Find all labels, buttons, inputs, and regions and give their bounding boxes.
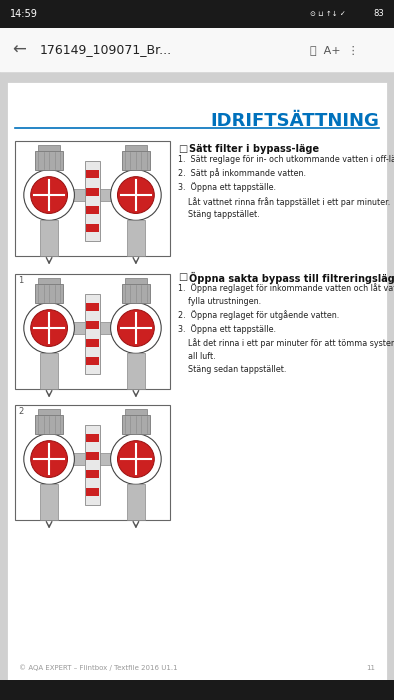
Text: Sätt filter i bypass-läge: Sätt filter i bypass-läge: [189, 144, 319, 154]
Bar: [125, 278, 147, 284]
Circle shape: [24, 170, 74, 220]
Bar: [127, 484, 145, 520]
Text: 1.  Öppna reglaget för inkommande vatten och låt vattnet
    fylla utrustningen.: 1. Öppna reglaget för inkommande vatten …: [178, 283, 394, 374]
Bar: [127, 354, 145, 389]
Text: □: □: [178, 144, 187, 154]
Bar: [86, 206, 99, 214]
Text: 2: 2: [18, 407, 23, 416]
Bar: [49, 322, 136, 335]
Bar: [86, 321, 99, 329]
Bar: [85, 424, 100, 505]
Text: © AQA EXPERT – Flintbox / Textfile 2016 U1.1: © AQA EXPERT – Flintbox / Textfile 2016 …: [19, 665, 178, 671]
Circle shape: [117, 176, 154, 214]
Bar: [35, 284, 63, 302]
Bar: [85, 293, 100, 374]
Circle shape: [111, 434, 161, 484]
Text: □: □: [178, 272, 187, 282]
Circle shape: [31, 441, 67, 477]
Bar: [15, 405, 170, 520]
Bar: [86, 357, 99, 365]
Bar: [40, 220, 58, 256]
Circle shape: [117, 309, 154, 346]
Bar: [7, 82, 387, 680]
Text: ⊙ ⊔ ↑↓ ✓: ⊙ ⊔ ↑↓ ✓: [310, 11, 346, 17]
Bar: [0, 72, 394, 700]
Bar: [0, 28, 394, 72]
Bar: [125, 145, 147, 151]
Bar: [0, 0, 394, 28]
Bar: [127, 220, 145, 256]
Text: 1.  Sätt reglage för in- och utkommande vatten i off-läge.
2.  Sätt på inkommand: 1. Sätt reglage för in- och utkommande v…: [178, 155, 394, 220]
Bar: [86, 452, 99, 461]
Bar: [38, 145, 60, 151]
Bar: [86, 435, 99, 442]
Bar: [38, 278, 60, 284]
Text: 1: 1: [18, 276, 23, 285]
Bar: [122, 151, 150, 170]
Bar: [86, 303, 99, 312]
Circle shape: [117, 441, 154, 477]
Bar: [86, 188, 99, 196]
Circle shape: [111, 170, 161, 220]
Text: 176149_109071_Br...: 176149_109071_Br...: [40, 43, 172, 57]
Bar: [85, 160, 100, 241]
Bar: [15, 274, 170, 389]
Bar: [15, 141, 170, 256]
Bar: [35, 151, 63, 170]
Circle shape: [111, 302, 161, 354]
Circle shape: [31, 176, 67, 214]
Bar: [86, 224, 99, 232]
Circle shape: [31, 309, 67, 346]
Bar: [40, 484, 58, 520]
Bar: [125, 409, 147, 415]
Text: Öppna sakta bypass till filtreringsläge: Öppna sakta bypass till filtreringsläge: [189, 272, 394, 284]
Text: 11: 11: [366, 665, 375, 671]
Text: 14:59: 14:59: [10, 9, 38, 19]
Bar: [86, 488, 99, 496]
Circle shape: [24, 302, 74, 354]
Bar: [122, 415, 150, 434]
Circle shape: [24, 434, 74, 484]
Bar: [38, 409, 60, 415]
Bar: [86, 170, 99, 178]
Text: 🔍  A+  ⋮: 🔍 A+ ⋮: [310, 45, 359, 55]
Bar: [122, 284, 150, 302]
Text: ←: ←: [12, 41, 26, 59]
Bar: [86, 470, 99, 478]
Bar: [86, 340, 99, 347]
Bar: [49, 453, 136, 466]
Bar: [40, 354, 58, 389]
Text: 83: 83: [373, 10, 384, 18]
Bar: [0, 680, 394, 700]
Bar: [35, 415, 63, 434]
Bar: [49, 189, 136, 202]
Text: IDRIFTSÄTTNING: IDRIFTSÄTTNING: [210, 112, 379, 130]
